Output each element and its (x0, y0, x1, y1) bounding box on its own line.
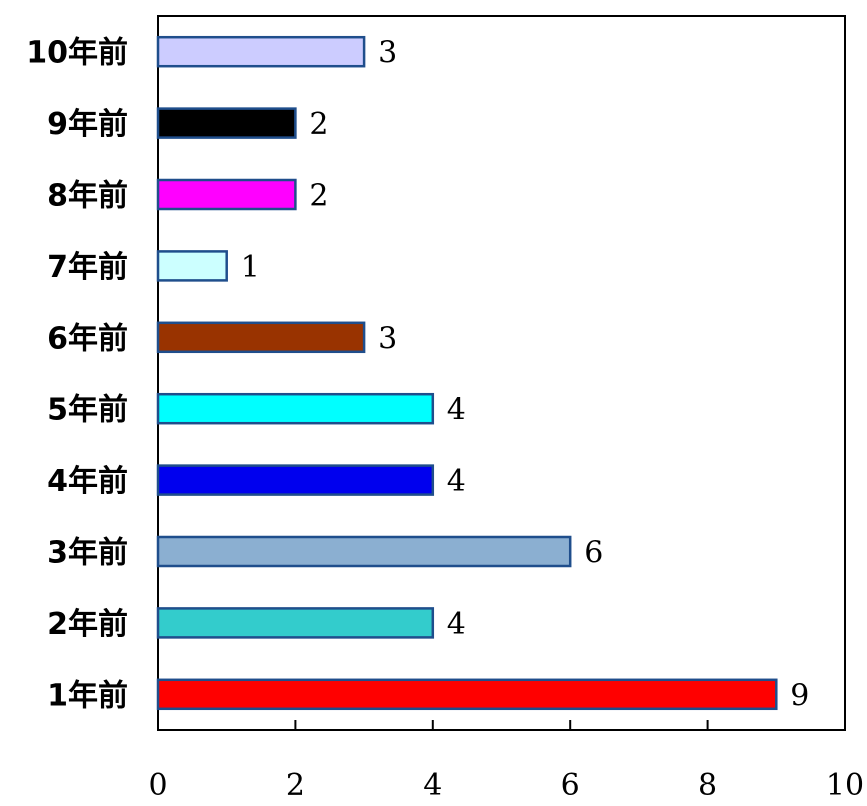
category-label-3: 3年前 (47, 536, 128, 571)
bar-10 (156, 35, 366, 68)
plot-area-border (157, 15, 846, 731)
value-label-4: 4 (447, 464, 466, 499)
plot-frame (157, 15, 846, 731)
x-ticks-layer: 0 2 4 6 8 10 (148, 720, 864, 803)
x-tick-label-0: 0 (148, 768, 167, 803)
category-label-7: 7年前 (47, 250, 128, 285)
bar-2 (156, 607, 435, 639)
value-labels-layer: 9 4 6 4 4 3 1 2 2 3 (241, 36, 810, 714)
category-label-5: 5年前 (47, 393, 128, 428)
x-tick-label-2: 2 (286, 768, 305, 803)
category-label-10: 10年前 (26, 36, 128, 71)
value-label-2: 4 (447, 607, 466, 642)
category-label-2: 2年前 (47, 607, 128, 642)
bar-9 (156, 107, 297, 139)
value-label-3: 6 (584, 536, 603, 571)
bar-7 (156, 250, 228, 282)
bar-6 (156, 321, 366, 354)
x-tick-label-10: 10 (826, 768, 864, 803)
value-label-9: 2 (309, 107, 328, 142)
category-label-1: 1年前 (47, 678, 128, 713)
x-tick-label-6: 6 (561, 768, 580, 803)
x-tick-label-8: 8 (698, 768, 717, 803)
bar-3 (156, 535, 572, 568)
category-label-8: 8年前 (47, 179, 128, 214)
bar-8 (156, 178, 297, 211)
value-label-7: 1 (241, 250, 260, 285)
value-label-1: 9 (790, 678, 809, 713)
value-label-6: 3 (378, 321, 397, 356)
value-label-8: 2 (309, 179, 328, 214)
category-labels-layer: 1年前 2年前 3年前 4年前 5年前 6年前 7年前 8年前 9年前 10年前 (26, 36, 128, 714)
bars-layer (156, 35, 778, 711)
value-label-5: 4 (447, 393, 466, 428)
category-label-9: 9年前 (47, 107, 128, 142)
value-label-10: 3 (378, 36, 397, 71)
bar-1 (156, 678, 778, 711)
bar-5 (156, 392, 435, 425)
category-label-6: 6年前 (47, 321, 128, 356)
category-label-4: 4年前 (47, 464, 128, 499)
bar-4 (156, 464, 435, 496)
x-tick-label-4: 4 (423, 768, 442, 803)
